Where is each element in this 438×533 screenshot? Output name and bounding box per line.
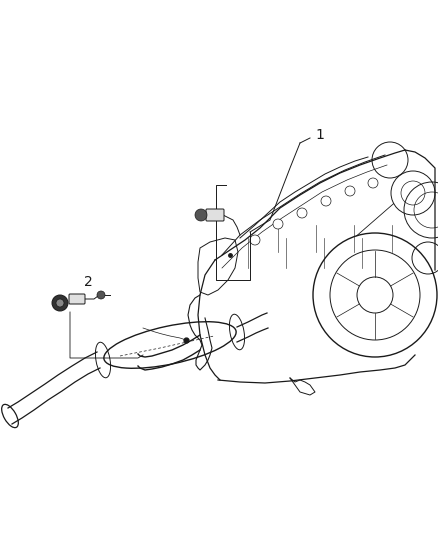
Circle shape bbox=[56, 299, 64, 307]
Text: 2: 2 bbox=[84, 275, 93, 289]
Circle shape bbox=[321, 196, 331, 206]
FancyBboxPatch shape bbox=[206, 209, 224, 221]
Circle shape bbox=[97, 291, 105, 299]
Text: 1: 1 bbox=[315, 128, 324, 142]
Circle shape bbox=[195, 209, 207, 221]
FancyBboxPatch shape bbox=[69, 294, 85, 304]
Circle shape bbox=[345, 186, 355, 196]
Circle shape bbox=[52, 295, 68, 311]
Circle shape bbox=[297, 208, 307, 218]
Circle shape bbox=[273, 219, 283, 229]
Circle shape bbox=[250, 235, 260, 245]
Circle shape bbox=[368, 178, 378, 188]
